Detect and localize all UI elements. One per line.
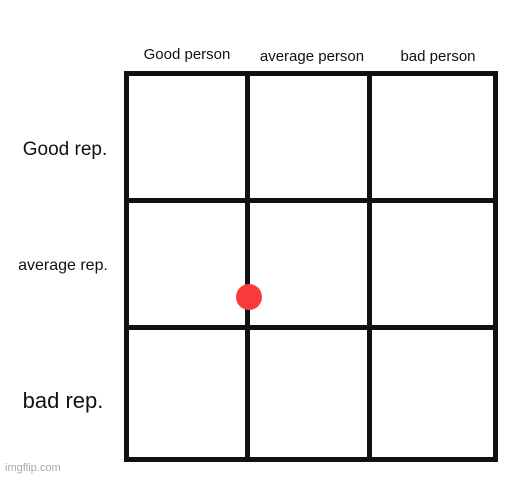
cell-average-rep-bad-person bbox=[371, 203, 493, 330]
cell-bad-rep-average-person bbox=[250, 330, 372, 457]
column-label-good-person: Good person bbox=[143, 46, 231, 63]
row-label-average-rep: average rep. bbox=[18, 257, 108, 274]
cell-bad-rep-bad-person bbox=[372, 330, 493, 457]
red-dot-marker[interactable] bbox=[236, 284, 262, 310]
cell-average-rep-average-person bbox=[250, 203, 372, 330]
alignment-grid bbox=[124, 71, 498, 462]
cell-good-rep-average-person bbox=[250, 76, 372, 203]
cell-good-rep-good-person bbox=[129, 76, 251, 203]
column-label-average-person: average person bbox=[259, 48, 365, 65]
imgflip-watermark: imgflip.com bbox=[5, 462, 61, 474]
row-label-good-rep: Good rep. bbox=[22, 139, 108, 160]
cell-average-rep-good-person bbox=[129, 203, 251, 330]
column-label-bad-person: bad person bbox=[400, 48, 476, 65]
row-label-bad-rep: bad rep. bbox=[22, 388, 104, 413]
cell-bad-rep-good-person bbox=[129, 330, 251, 457]
cell-good-rep-bad-person bbox=[371, 76, 493, 203]
